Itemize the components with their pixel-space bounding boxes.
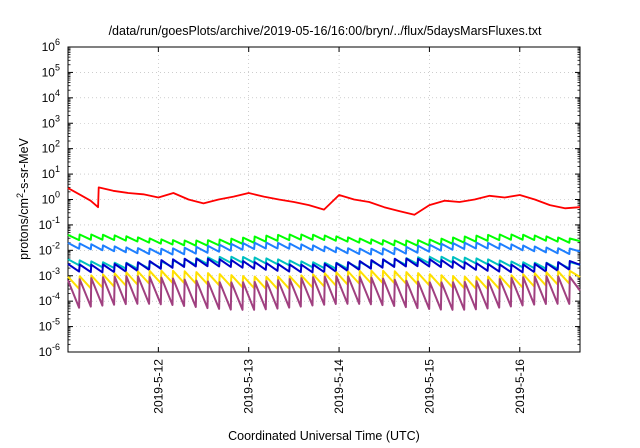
y-tick-label: 10-4 xyxy=(39,291,60,308)
x-tick-label: 2019-5-15 xyxy=(422,359,436,414)
y-tick-label: 106 xyxy=(42,37,60,54)
x-axis-label: Coordinated Universal Time (UTC) xyxy=(228,429,420,443)
series-line xyxy=(67,275,581,311)
y-axis-label: protons/cm2-s-sr-MeV xyxy=(15,137,31,259)
y-tick-label: 103 xyxy=(42,113,60,130)
x-axis-ticks: 2019-5-12 2019-5-13 2019-5-14 2019-5-15 2019… xyxy=(151,47,527,414)
y-tick-label: 104 xyxy=(42,88,60,105)
y-tick-label: 105 xyxy=(42,62,60,79)
series-line xyxy=(67,233,581,247)
chart-title: /data/run/goesPlots/archive/2019-05-16/1… xyxy=(109,24,542,38)
y-tick-label: 10-6 xyxy=(39,342,60,359)
series-line xyxy=(67,186,581,216)
y-tick-label: 10-3 xyxy=(39,266,60,283)
y-tick-label: 10-5 xyxy=(39,317,60,334)
y-tick-label: 101 xyxy=(42,164,60,181)
x-tick-label: 2019-5-13 xyxy=(242,359,256,414)
series-line xyxy=(67,257,581,274)
grid xyxy=(68,47,580,352)
y-tick-label: 102 xyxy=(42,139,60,156)
x-tick-label: 2019-5-14 xyxy=(332,359,346,414)
y-tick-label: 100 xyxy=(42,190,60,207)
series-group xyxy=(67,186,581,311)
y-tick-label: 10-2 xyxy=(39,240,60,257)
y-axis-ticks: 10-6 10-5 10-4 10-3 10-2 10-1 100 101 102 103 104 1… xyxy=(39,37,580,359)
x-tick-label: 2019-5-16 xyxy=(513,359,527,414)
series-line xyxy=(67,241,581,256)
y-tick-label: 10-1 xyxy=(39,215,60,232)
x-tick-label: 2019-5-12 xyxy=(151,359,165,414)
